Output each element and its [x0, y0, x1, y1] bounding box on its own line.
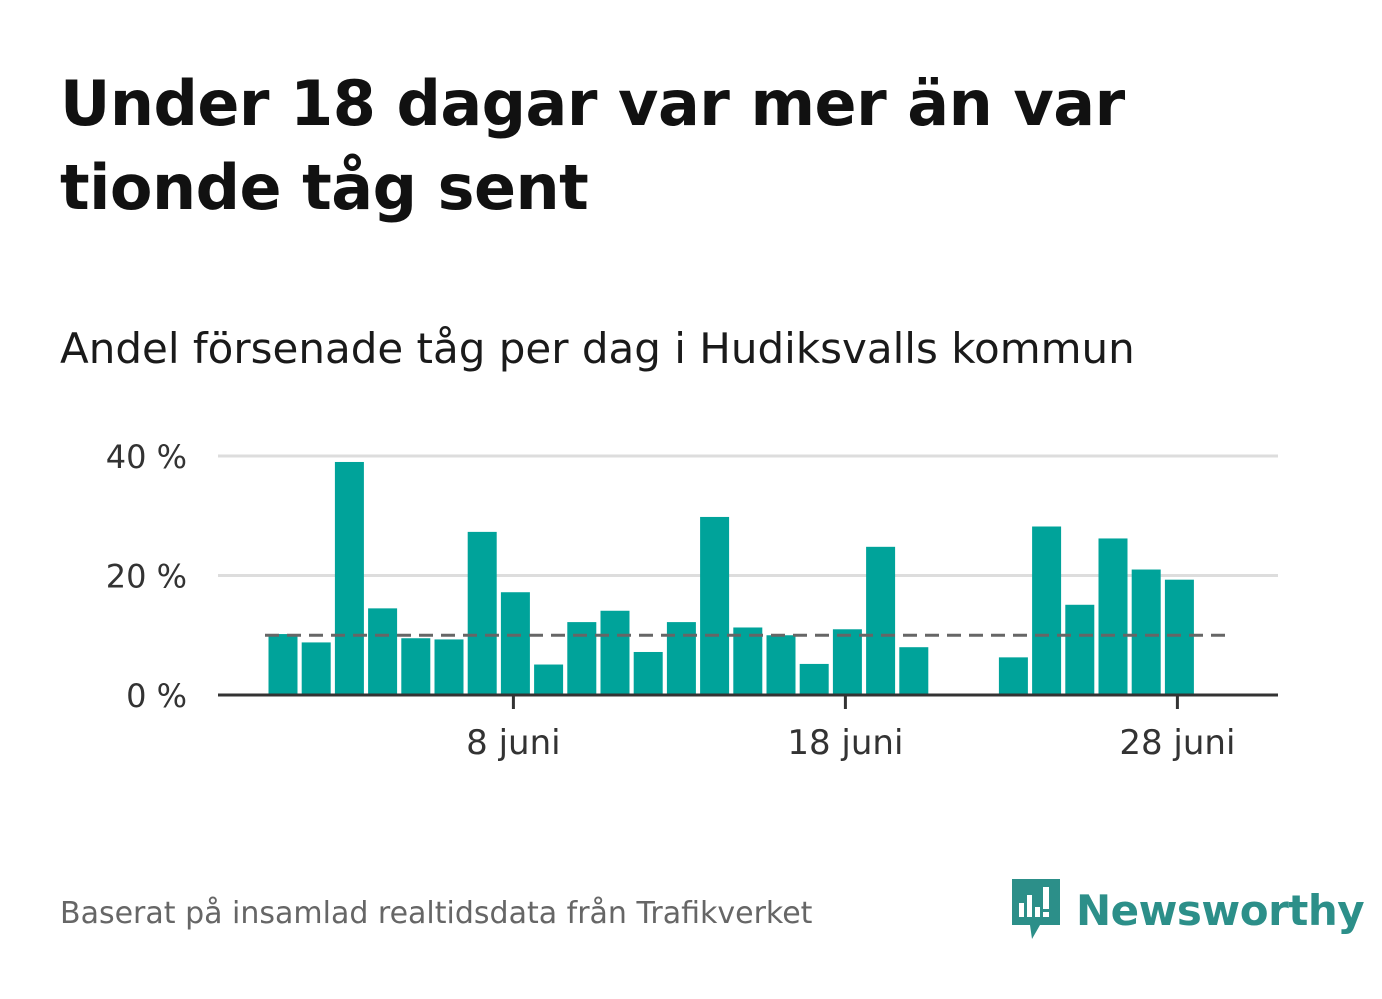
bar — [434, 639, 464, 695]
bar — [500, 592, 530, 695]
y-tick-label: 40 % — [106, 438, 187, 476]
x-tick-label: 28 juni — [1119, 723, 1235, 763]
bar — [1164, 579, 1194, 695]
bars — [268, 461, 1194, 695]
bar — [832, 629, 862, 695]
newsworthy-logo: Newsworthy — [1010, 878, 1365, 942]
brand-name: Newsworthy — [1076, 885, 1365, 935]
chart-subtitle: Andel försenade tåg per dag i Hudiksvall… — [60, 324, 1135, 373]
bar — [567, 622, 597, 695]
bar — [766, 635, 796, 695]
bar — [268, 634, 298, 695]
bar — [1065, 604, 1095, 695]
y-axis-tick-labels: 0 % 20 % 40 % — [106, 438, 187, 715]
bar — [334, 461, 364, 695]
bar — [700, 516, 730, 695]
bar — [666, 622, 696, 695]
chart-title: Under 18 dagar var mer än var tionde tåg… — [60, 67, 1125, 224]
bar — [368, 608, 398, 695]
bar — [534, 664, 564, 695]
y-tick-label: 20 % — [106, 558, 187, 596]
bar — [1032, 526, 1062, 695]
bar — [733, 627, 763, 695]
bar — [866, 546, 896, 695]
bar — [633, 651, 663, 695]
x-tick-label: 18 juni — [787, 723, 903, 763]
bar — [998, 657, 1028, 695]
x-tick-label: 8 juni — [466, 723, 560, 763]
newsworthy-logo-icon — [1012, 879, 1060, 939]
bar — [899, 647, 929, 695]
x-axis: 8 juni 18 juni 28 juni — [218, 693, 1278, 763]
bar — [1131, 569, 1161, 695]
bar — [401, 638, 431, 695]
bar — [799, 663, 829, 695]
bar — [600, 610, 630, 695]
source-note: Baserat på insamlad realtidsdata från Tr… — [60, 896, 813, 931]
bar — [467, 531, 497, 695]
bar — [1098, 538, 1128, 695]
bar — [301, 642, 331, 695]
y-tick-label: 0 % — [126, 677, 187, 715]
